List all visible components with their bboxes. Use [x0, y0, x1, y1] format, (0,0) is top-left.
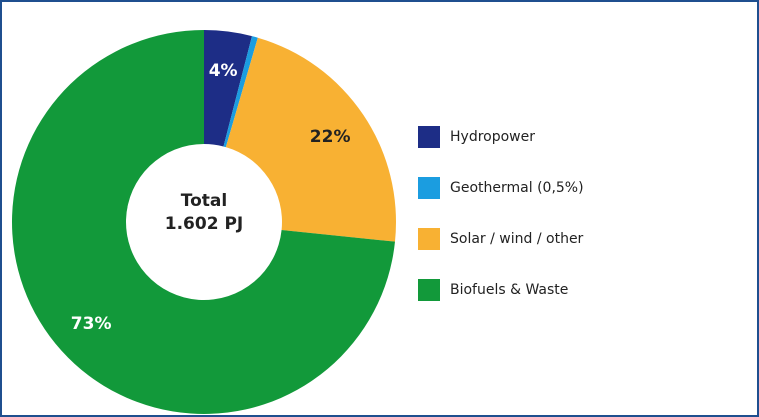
legend-label: Geothermal (0,5%) [450, 180, 584, 196]
legend-label: Biofuels & Waste [450, 282, 568, 298]
slice [223, 36, 258, 148]
legend-swatch [418, 126, 440, 148]
legend-swatch [418, 279, 440, 301]
center-label: 1.602 PJ [165, 214, 243, 234]
slice [204, 30, 252, 147]
slice [225, 37, 396, 242]
value-label: 73% [71, 314, 112, 334]
legend-label: Solar / wind / other [450, 231, 584, 247]
value-label: 4% [209, 61, 238, 81]
slice [12, 30, 395, 414]
center-label: Total [181, 191, 227, 211]
legend-label: Hydropower [450, 129, 535, 145]
value-label: 22% [310, 127, 351, 147]
legend-swatch [418, 177, 440, 199]
legend-swatch [418, 228, 440, 250]
